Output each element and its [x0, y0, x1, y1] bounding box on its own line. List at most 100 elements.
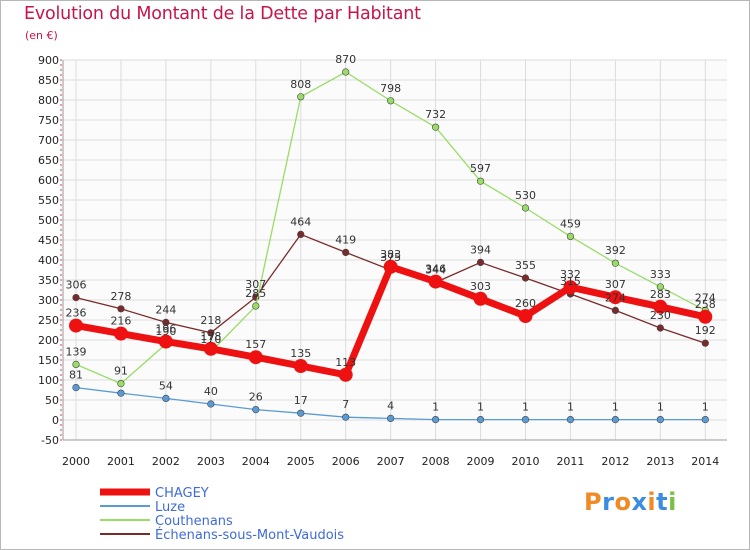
- data-label-luze: 1: [432, 401, 439, 414]
- data-label-luze: 4: [387, 399, 394, 412]
- data-point-luze: [476, 416, 485, 424]
- data-label-chagey: 196: [155, 323, 176, 336]
- data-label-couthenans: 459: [560, 217, 581, 230]
- plot-area: [63, 60, 727, 440]
- x-tick-label: 2000: [62, 455, 90, 468]
- data-point--chenans-sous-mont-vaudois: [611, 306, 620, 315]
- data-label-couthenans: 139: [66, 345, 87, 358]
- data-label--chenans-sous-mont-vaudois: 278: [110, 290, 131, 303]
- data-label-luze: 54: [159, 379, 173, 392]
- data-point-chagey: [608, 290, 623, 305]
- data-label-luze: 1: [567, 401, 574, 414]
- data-label-luze: 40: [204, 385, 218, 398]
- data-point-luze: [521, 416, 530, 424]
- x-tick-label: 2001: [107, 455, 135, 468]
- data-point-chagey: [203, 341, 218, 356]
- data-label-couthenans: 732: [425, 108, 446, 121]
- logo-letter: P: [584, 488, 603, 516]
- data-label-luze: 26: [249, 391, 263, 404]
- data-label-chagey: 283: [650, 288, 671, 301]
- logo-letter: t: [656, 488, 669, 516]
- data-point--chenans-sous-mont-vaudois: [162, 318, 170, 327]
- data-point-chagey: [518, 309, 533, 323]
- y-tick-label: 800: [38, 94, 59, 107]
- y-tick-label: 850: [38, 74, 59, 87]
- data-point-chagey: [383, 259, 398, 274]
- data-point-chagey: [653, 299, 668, 314]
- data-point--chenans-sous-mont-vaudois: [701, 339, 709, 347]
- data-point-luze: [117, 389, 125, 397]
- data-point-couthenans: [566, 232, 575, 240]
- x-tick-label: 2008: [422, 455, 450, 468]
- data-point-luze: [701, 416, 709, 424]
- y-tick-label: 200: [38, 334, 59, 347]
- data-label--chenans-sous-mont-vaudois: 355: [515, 259, 536, 272]
- y-tick-label: 450: [38, 234, 59, 247]
- data-label--chenans-sous-mont-vaudois: 464: [290, 215, 311, 228]
- data-label--chenans-sous-mont-vaudois: 244: [155, 303, 176, 316]
- y-tick-label: 50: [45, 394, 59, 407]
- data-point-chagey: [113, 326, 128, 341]
- y-tick-label: 100: [38, 374, 59, 387]
- data-label-couthenans: 274: [695, 291, 716, 304]
- data-point-couthenans: [656, 283, 664, 291]
- data-point-luze: [611, 416, 620, 424]
- data-point-chagey: [428, 274, 443, 289]
- data-label-luze: 17: [294, 394, 308, 407]
- x-tick-label: 2002: [152, 455, 180, 468]
- data-label-luze: 1: [522, 401, 529, 414]
- data-point-couthenans: [476, 177, 485, 185]
- y-tick-label: 600: [38, 174, 59, 187]
- data-label-chagey: 307: [605, 278, 626, 291]
- x-tick-label: 2009: [467, 455, 495, 468]
- data-label-couthenans: 285: [245, 287, 266, 300]
- data-label-chagey: 135: [290, 347, 311, 360]
- y-tick-label: 500: [38, 214, 59, 227]
- data-point-chagey: [563, 280, 578, 295]
- data-label-chagey: 303: [470, 280, 491, 293]
- data-label-couthenans: 190: [155, 325, 176, 338]
- data-point-luze: [432, 416, 440, 424]
- y-tick-label: 400: [38, 254, 59, 267]
- data-point-couthenans: [297, 93, 305, 101]
- data-point-chagey: [473, 291, 488, 306]
- x-tick-label: 2011: [556, 455, 584, 468]
- x-tick-label: 2005: [287, 455, 315, 468]
- x-tick-label: 2006: [332, 455, 360, 468]
- y-tick-label: 650: [38, 154, 59, 167]
- y-tick-label: -50: [41, 434, 59, 447]
- data-label-chagey: 178: [200, 330, 221, 343]
- data-label--chenans-sous-mont-vaudois: 419: [335, 233, 356, 246]
- data-label-luze: 1: [477, 401, 484, 414]
- data-point-luze: [297, 409, 305, 417]
- data-label--chenans-sous-mont-vaudois: 192: [695, 324, 716, 337]
- data-label--chenans-sous-mont-vaudois: 375: [380, 251, 401, 264]
- x-tick-label: 2010: [512, 455, 540, 468]
- data-point--chenans-sous-mont-vaudois: [521, 274, 530, 282]
- data-point--chenans-sous-mont-vaudois: [297, 230, 305, 238]
- data-label-couthenans: 530: [515, 189, 536, 202]
- data-point-luze: [566, 416, 575, 424]
- logo-letter: o: [614, 488, 632, 516]
- data-label-chagey: 260: [515, 297, 536, 310]
- data-label-couthenans: 870: [335, 53, 356, 66]
- data-label--chenans-sous-mont-vaudois: 230: [650, 309, 671, 322]
- data-point-couthenans: [611, 259, 620, 267]
- data-point-chagey: [69, 318, 83, 333]
- logo-letter: x: [631, 488, 648, 516]
- data-label-chagey: 258: [695, 298, 716, 311]
- data-label-chagey: 113: [335, 356, 356, 369]
- data-label--chenans-sous-mont-vaudois: 394: [470, 243, 491, 256]
- data-label--chenans-sous-mont-vaudois: 274: [605, 291, 626, 304]
- data-label-couthenans: 333: [650, 268, 671, 281]
- data-label-luze: 1: [657, 401, 664, 414]
- data-point--chenans-sous-mont-vaudois: [72, 294, 80, 302]
- data-point-couthenans: [117, 380, 125, 388]
- data-label--chenans-sous-mont-vaudois: 315: [560, 275, 581, 288]
- y-tick-label: 250: [38, 314, 59, 327]
- y-tick-label: 350: [38, 274, 59, 287]
- chart-title: Evolution du Montant de la Dette par Hab…: [24, 4, 421, 24]
- x-tick-label: 2007: [377, 455, 405, 468]
- data-label-chagey: 383: [380, 248, 401, 261]
- x-tick-label: 2012: [601, 455, 629, 468]
